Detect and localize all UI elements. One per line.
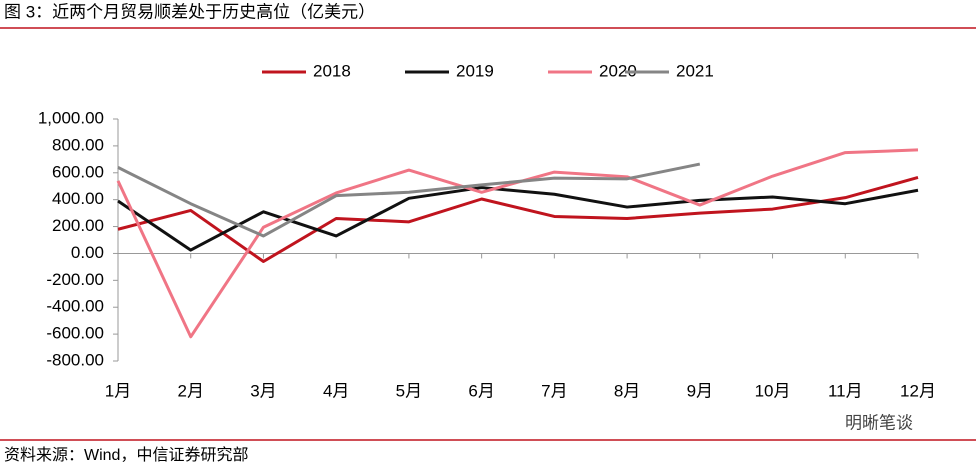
x-tick-label: 4月 <box>323 381 349 400</box>
x-tick-label: 8月 <box>614 381 640 400</box>
y-tick-label: -400.00 <box>46 297 104 316</box>
x-tick-label: 1月 <box>105 381 131 400</box>
y-tick-label: -600.00 <box>46 324 104 343</box>
x-tick-label: 3月 <box>250 381 276 400</box>
chart-title: 图 3：近两个月贸易顺差处于历史高位（亿美元） <box>4 2 375 21</box>
y-tick-label: -800.00 <box>46 350 104 369</box>
y-tick-label: 1,000.00 <box>38 108 104 127</box>
x-tick-label: 11月 <box>828 381 863 400</box>
x-tick-label: 2月 <box>177 381 203 400</box>
x-tick-label: 7月 <box>541 381 567 400</box>
legend-label: 2018 <box>313 61 351 80</box>
series-line <box>117 186 919 252</box>
y-tick-label: -200.00 <box>46 270 104 289</box>
legend-label: 2020 <box>599 61 637 80</box>
y-tick-label: 200.00 <box>52 216 104 235</box>
y-tick-label: 0.00 <box>71 243 104 262</box>
y-tick-label: 400.00 <box>52 189 104 208</box>
x-tick-label: 6月 <box>468 381 494 400</box>
series-line <box>117 162 701 238</box>
legend-label: 2019 <box>456 61 494 80</box>
watermark: 明晰笔谈 <box>845 413 913 432</box>
series-line <box>117 176 919 264</box>
y-tick-label: 600.00 <box>52 162 104 181</box>
source: 资料来源：Wind，中信证券研究部 <box>4 446 248 464</box>
x-tick-label: 12月 <box>900 381 936 400</box>
legend-label: 2021 <box>676 61 714 80</box>
x-tick-label: 9月 <box>687 381 713 400</box>
y-tick-label: 800.00 <box>52 135 104 154</box>
x-tick-label: 5月 <box>396 381 422 400</box>
x-tick-label: 10月 <box>755 381 791 400</box>
